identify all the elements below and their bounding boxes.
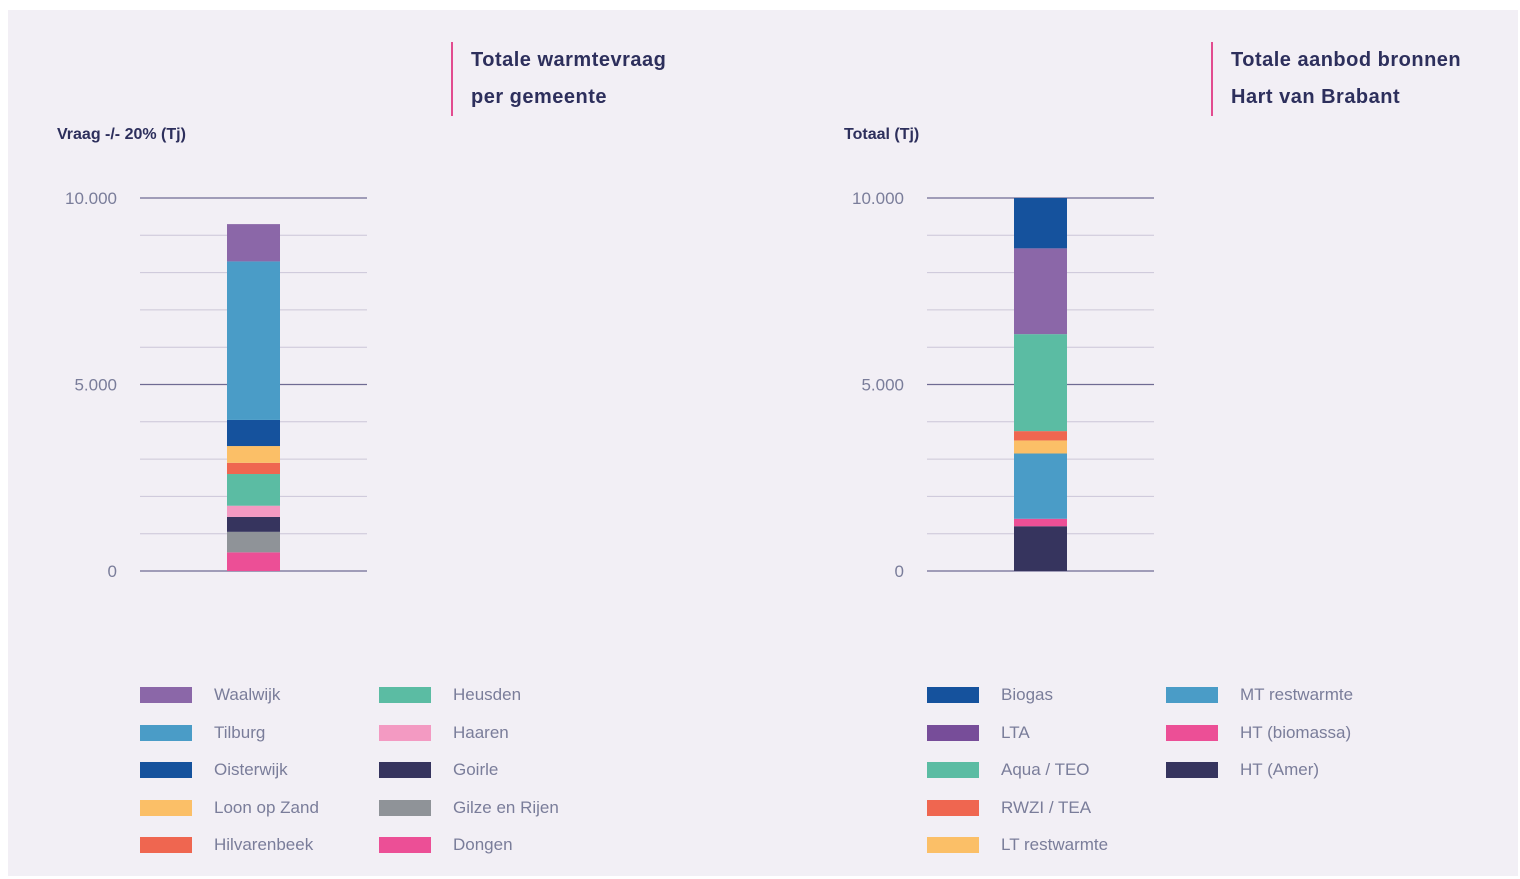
supply-chart-panel: Totale aanbod bronnen Hart van Brabant T… xyxy=(795,10,1520,876)
chart-title-line-2: Hart van Brabant xyxy=(1231,86,1401,108)
legend-label: Aqua / TEO xyxy=(1001,760,1090,779)
legend-label: Haaren xyxy=(453,722,509,742)
legend-label: Goirle xyxy=(453,760,499,779)
bar-segment-dongen xyxy=(227,552,280,571)
legend-swatch xyxy=(927,837,979,853)
legend-label: Oisterwijk xyxy=(214,760,288,779)
legend-item: LTA xyxy=(927,723,1030,743)
legend-item: RWZI / TEA xyxy=(927,798,1091,818)
bar-segment-lt-restwarmte xyxy=(1014,440,1067,454)
legend-swatch xyxy=(379,837,431,853)
legend-swatch xyxy=(140,687,192,703)
bar-segment-lta xyxy=(1014,248,1067,335)
bar-segment-ht-amer- xyxy=(1014,526,1067,571)
legend-label: LTA xyxy=(1001,722,1030,742)
y-tick-label: 0 xyxy=(895,562,904,581)
bar-segment-gilze-en-rijen xyxy=(227,531,280,553)
bar-segment-tilburg xyxy=(227,261,280,420)
bar-segment-biogas xyxy=(1014,198,1067,249)
bar-segment-heusden xyxy=(227,474,280,506)
legend-swatch xyxy=(140,724,192,741)
demand-chart-panel: Totale warmtevraag per gemeente Vraag -/… xyxy=(8,10,768,876)
bar-segment-haaren xyxy=(227,505,280,517)
y-tick-label: 0 xyxy=(108,562,117,581)
legend-label: HT (biomassa) xyxy=(1240,722,1352,742)
legend-item: Tilburg xyxy=(140,723,265,743)
bar-segment-rwzi-tea xyxy=(1014,431,1067,441)
legend-swatch xyxy=(379,724,431,741)
chart-canvas: Totale warmtevraag per gemeente Vraag -/… xyxy=(8,10,1518,876)
legend-label: Loon op Zand xyxy=(214,797,319,817)
legend-item: HT (Amer) xyxy=(1166,760,1319,780)
legend-item: Heusden xyxy=(379,685,521,705)
legend-swatch xyxy=(1166,762,1218,778)
legend-label: Heusden xyxy=(453,685,522,704)
legend-label: LT restwarmte xyxy=(1001,835,1109,854)
legend-item: Hilvarenbeek xyxy=(140,835,313,855)
legend-label: MT restwarmte xyxy=(1240,685,1354,704)
legend-item: Gilze en Rijen xyxy=(379,798,559,818)
legend-swatch xyxy=(927,724,979,741)
bar-segment-aqua-teo xyxy=(1014,334,1067,432)
legend-label: Gilze en Rijen xyxy=(453,797,559,817)
bar-segment-oisterwijk xyxy=(227,419,280,447)
legend-item: Biogas xyxy=(927,685,1053,705)
bar-segment-mt-restwarmte xyxy=(1014,453,1067,519)
legend-swatch xyxy=(140,762,192,778)
legend-label: RWZI / TEA xyxy=(1001,797,1092,817)
chart-title: Totale warmtevraag per gemeente xyxy=(451,42,666,116)
legend-item: LT restwarmte xyxy=(927,835,1108,855)
y-axis-label: Totaal (Tj) xyxy=(844,126,920,143)
chart-title: Totale aanbod bronnen Hart van Brabant xyxy=(1211,42,1461,116)
bar-segment-hilvarenbeek xyxy=(227,462,280,475)
legend-label: HT (Amer) xyxy=(1240,760,1320,779)
legend-swatch xyxy=(927,762,979,778)
legend-label: Waalwijk xyxy=(214,685,281,704)
legend-swatch xyxy=(927,799,979,816)
bar-segment-loon-op-zand xyxy=(227,446,280,463)
chart-title-line-2: per gemeente xyxy=(471,86,608,108)
legend-swatch xyxy=(927,687,979,703)
chart-title-line-1: Totale warmtevraag xyxy=(471,49,667,71)
stacked-bar-plot: 0 5.000 10.000 xyxy=(65,189,367,581)
legend-item: Oisterwijk xyxy=(140,760,288,780)
legend-item: Loon op Zand xyxy=(140,798,319,818)
y-axis-label: Vraag -/- 20% (Tj) xyxy=(57,126,186,143)
legend-label: Dongen xyxy=(453,835,513,854)
legend-label: Hilvarenbeek xyxy=(214,835,314,854)
bar-segment-ht-biomassa- xyxy=(1014,518,1067,527)
legend-item: Aqua / TEO xyxy=(927,760,1090,780)
legend-swatch xyxy=(379,762,431,778)
legend-swatch xyxy=(379,687,431,703)
y-tick-label: 5.000 xyxy=(861,376,904,395)
bar-segment-waalwijk xyxy=(227,224,280,262)
legend-swatch xyxy=(140,837,192,853)
stacked-bar-plot: 0 5.000 10.000 xyxy=(852,189,1154,581)
bar-segment-goirle xyxy=(227,516,280,532)
legend-label: Tilburg xyxy=(214,722,266,742)
chart-title-line-1: Totale aanbod bronnen xyxy=(1231,49,1462,71)
y-tick-label: 10.000 xyxy=(852,189,904,208)
legend-swatch xyxy=(1166,724,1218,741)
legend-item: Dongen xyxy=(379,835,513,855)
y-tick-label: 10.000 xyxy=(65,189,117,208)
legend-item: HT (biomassa) xyxy=(1166,723,1351,743)
legend-item: MT restwarmte xyxy=(1166,685,1353,705)
legend-label: Biogas xyxy=(1001,685,1053,704)
legend-item: Waalwijk xyxy=(140,685,280,705)
legend-swatch xyxy=(1166,687,1218,703)
legend-swatch xyxy=(379,799,431,816)
legend-item: Haaren xyxy=(379,723,509,743)
legend-swatch xyxy=(140,799,192,816)
legend-item: Goirle xyxy=(379,760,498,780)
y-tick-label: 5.000 xyxy=(74,376,117,395)
